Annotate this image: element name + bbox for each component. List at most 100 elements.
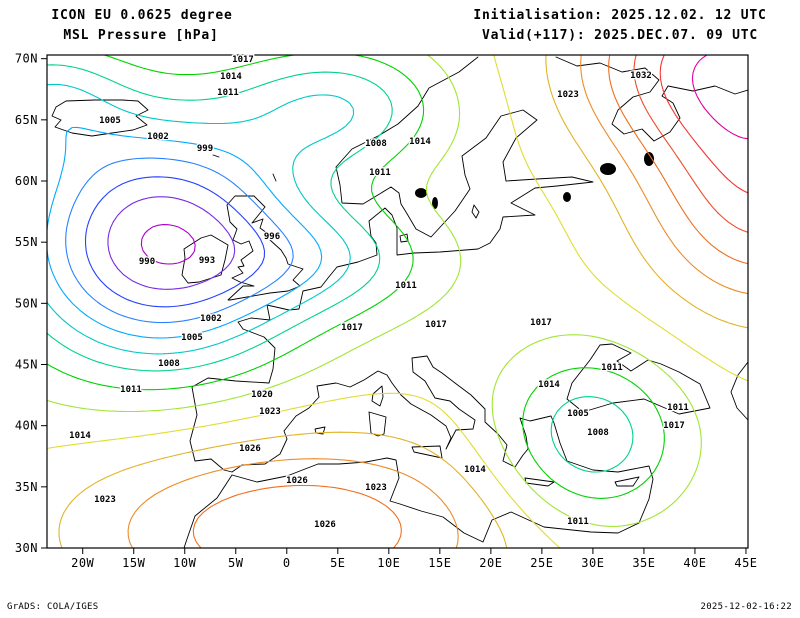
- coastline-black-sea: [566, 343, 711, 415]
- map-frame: [46, 54, 749, 549]
- coastline-corsica: [371, 385, 384, 407]
- y-axis-tick-label: 60N: [15, 174, 38, 188]
- contour-label-1023: 1023: [557, 90, 579, 100]
- x-axis-tick-label: 0: [283, 556, 291, 570]
- isobar-1011: [47, 55, 665, 499]
- isobar-1017: [47, 55, 748, 548]
- isobar-1014: [47, 55, 702, 527]
- y-axis-tick-label: 65N: [15, 113, 38, 127]
- contour-label-1023: 1023: [259, 407, 281, 417]
- x-axis-tick-label: 30E: [581, 556, 604, 570]
- coastline-cyprus: [614, 476, 640, 487]
- x-axis-tick-label: 5W: [228, 556, 244, 570]
- contour-label-1011: 1011: [567, 517, 589, 527]
- x-axis-tick-label: 5E: [330, 556, 345, 570]
- coastline-majorca: [314, 426, 326, 435]
- contour-label-1023: 1023: [94, 495, 116, 505]
- contour-label-1011: 1011: [217, 88, 239, 98]
- x-axis-tick-label: 40E: [683, 556, 706, 570]
- contour-label-996: 996: [264, 232, 280, 242]
- contour-label-1005: 1005: [99, 116, 121, 126]
- valid-time: Valid(+117): 2025.DEC.07. 09 UTC: [482, 28, 758, 43]
- isobar-990: [140, 224, 196, 265]
- contour-label-993: 993: [199, 256, 215, 266]
- isobar-1008: [47, 64, 634, 473]
- contour-label-990: 990: [139, 257, 155, 267]
- x-axis-tick-label: 20W: [71, 556, 94, 570]
- isobar-1005: [47, 83, 355, 355]
- coastline-kola-white-sea: [555, 56, 748, 142]
- field-title: MSL Pressure [hPa]: [63, 28, 218, 43]
- isobar-993: [107, 196, 236, 290]
- x-axis-tick-label: 15W: [122, 556, 145, 570]
- x-axis-tick-label: 35E: [632, 556, 655, 570]
- coastline-crete: [524, 477, 555, 487]
- lake-vattern: [432, 197, 438, 209]
- y-axis-tick-label: 70N: [15, 52, 38, 66]
- contour-label-1002: 1002: [147, 132, 169, 142]
- y-axis-tick-label: 40N: [15, 419, 38, 433]
- coastlines: [51, 56, 748, 548]
- contour-label-1014: 1014: [464, 465, 486, 475]
- contour-label-1026: 1026: [286, 476, 308, 486]
- contour-label-1014: 1014: [69, 431, 91, 441]
- coastline-shetland: [272, 173, 277, 182]
- contour-label-1011: 1011: [120, 385, 142, 395]
- model-title: ICON EU 0.0625 degree: [51, 8, 232, 23]
- contour-label-1005: 1005: [181, 333, 203, 343]
- coastline-sardinia: [368, 411, 387, 437]
- contour-label-1008: 1008: [158, 359, 180, 369]
- contour-label-1011: 1011: [667, 403, 689, 413]
- contour-label-1014: 1014: [538, 380, 560, 390]
- isobar-1032: [659, 55, 748, 194]
- isobar-1026: [192, 55, 748, 548]
- contour-label-1020: 1020: [251, 390, 273, 400]
- contour-label-1026: 1026: [314, 520, 336, 530]
- isobar-1020: [58, 55, 748, 548]
- x-axis-tick-label: 45E: [734, 556, 757, 570]
- contour-label-1011: 1011: [395, 281, 417, 291]
- contour-label-1032: 1032: [630, 71, 652, 81]
- isobar-contours: [47, 55, 748, 548]
- y-axis-tick-label: 35N: [15, 480, 38, 494]
- contour-label-1026: 1026: [239, 444, 261, 454]
- contour-label-1017: 1017: [232, 55, 254, 65]
- isobar-1029: [633, 55, 748, 233]
- coastline-ireland: [181, 234, 229, 284]
- contour-label-1017: 1017: [425, 320, 447, 330]
- initialisation-time: Initialisation: 2025.12.02. 12 UTC: [473, 8, 766, 23]
- coastline-great-britain: [226, 195, 304, 301]
- contour-label-1017: 1017: [663, 421, 685, 431]
- y-axis-tick-label: 45N: [15, 358, 38, 372]
- isobar-999: [65, 157, 294, 324]
- contour-label-1002: 1002: [200, 314, 222, 324]
- contour-label-1005: 1005: [567, 409, 589, 419]
- lake-ladoga: [600, 163, 616, 175]
- lake-vanern: [415, 188, 427, 198]
- isobar-1035: [691, 55, 748, 140]
- y-axis-tick-label: 50N: [15, 296, 38, 310]
- coastline-mainland-europe: [183, 56, 654, 548]
- lake-onega: [644, 152, 654, 166]
- contour-label-1017: 1017: [530, 318, 552, 328]
- coastline-gotland: [471, 204, 480, 219]
- creation-timestamp: 2025-12-02-16:22: [701, 602, 793, 612]
- axis-ticks: 20W 15W 10W 5W 0 5E 10E 15E 20E 25E 30E 35E 40E 45E 70…: [15, 52, 757, 570]
- x-axis-tick-label: 10E: [377, 556, 400, 570]
- contour-value-labels: 1017 1014 1011 1023 1032 1005 1002 999 1008 1014 1…: [68, 54, 690, 532]
- x-axis-tick-label: 15E: [428, 556, 451, 570]
- coastline-iceland: [51, 99, 149, 137]
- y-axis-tick-label: 55N: [15, 235, 38, 249]
- isobar-996: [84, 176, 266, 308]
- contour-label-1014: 1014: [220, 72, 242, 82]
- isobar-1002: [47, 126, 323, 339]
- x-axis-tick-label: 10W: [173, 556, 196, 570]
- coastline-caspian-sea: [730, 361, 748, 421]
- x-axis-tick-label: 20E: [479, 556, 502, 570]
- isobar-1023: [127, 55, 748, 548]
- contour-label-1017: 1017: [341, 323, 363, 333]
- contour-label-1023: 1023: [365, 483, 387, 493]
- x-axis-tick-label: 25E: [530, 556, 553, 570]
